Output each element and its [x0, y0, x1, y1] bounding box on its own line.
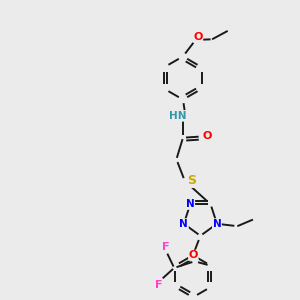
Text: F: F: [155, 280, 163, 290]
Text: F: F: [162, 242, 169, 252]
Text: HN: HN: [169, 111, 186, 121]
Text: S: S: [187, 174, 196, 188]
Text: N: N: [179, 219, 188, 229]
Text: O: O: [189, 250, 198, 260]
Text: O: O: [202, 131, 212, 141]
Text: N: N: [186, 199, 194, 209]
Text: O: O: [193, 32, 203, 42]
Text: N: N: [213, 219, 221, 229]
